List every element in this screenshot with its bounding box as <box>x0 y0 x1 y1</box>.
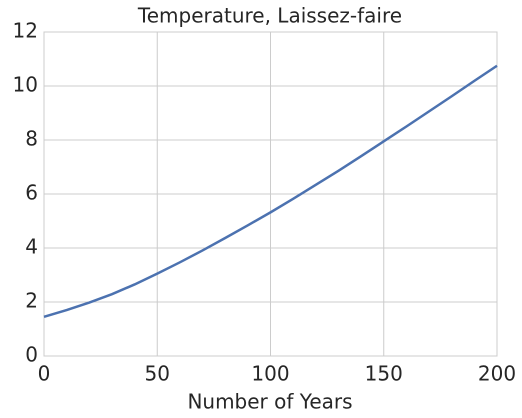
y-tick-label: 8 <box>25 127 38 151</box>
x-tick-label: 50 <box>145 362 170 386</box>
y-tick-label: 0 <box>25 343 38 367</box>
x-tick-label: 200 <box>478 362 516 386</box>
plot-frame <box>43 31 498 357</box>
y-tick-label: 12 <box>13 19 38 43</box>
chart-title: Temperature, Laissez-faire <box>137 4 402 28</box>
x-tick-label: 150 <box>365 362 403 386</box>
x-axis-label: Number of Years <box>187 390 352 414</box>
x-tick-label: 100 <box>251 362 289 386</box>
y-tick-label: 10 <box>13 73 38 97</box>
y-tick-label: 6 <box>25 181 38 205</box>
y-tick-label: 2 <box>25 289 38 313</box>
data-line <box>43 64 498 319</box>
x-tick-label: 0 <box>38 362 51 386</box>
y-tick-label: 4 <box>25 235 38 259</box>
